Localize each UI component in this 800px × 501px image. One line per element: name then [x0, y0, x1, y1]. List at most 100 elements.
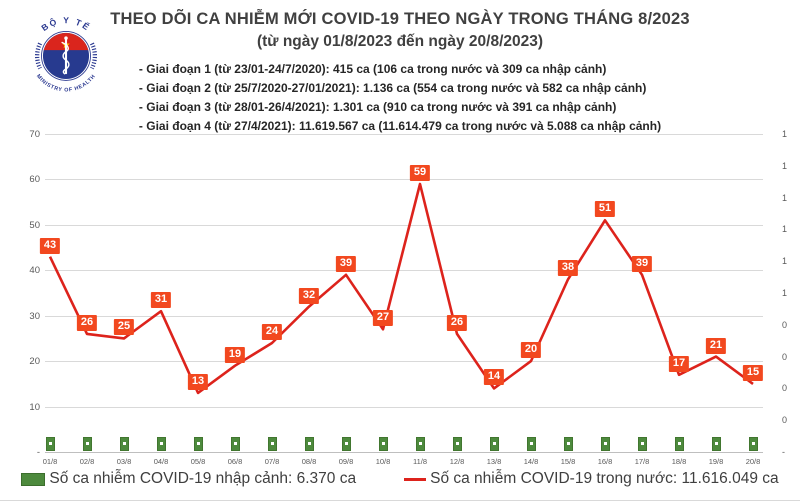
x-axis-label: 09/8	[338, 457, 354, 466]
import-bar	[82, 437, 92, 451]
y-axis-label: 10	[29, 402, 40, 413]
bar-value-dot	[159, 442, 163, 445]
y-axis-label: 70	[29, 129, 40, 140]
x-axis-label: 20/8	[745, 457, 761, 466]
grid-line	[45, 270, 763, 271]
snake-icon	[61, 41, 70, 75]
import-bar	[526, 437, 536, 451]
x-axis-label: 16/8	[597, 457, 613, 466]
data-point-label: 31	[150, 292, 172, 308]
phase-summary: - Giai đoạn 1 (từ 23/01-24/7/2020): 415 …	[0, 60, 800, 136]
x-axis-label: 06/8	[227, 457, 243, 466]
legend: Số ca nhiễm COVID-19 nhập cảnh: 6.370 ca…	[0, 470, 800, 488]
import-bar	[378, 437, 388, 451]
bar-value-dot	[751, 442, 755, 445]
x-axis-label: 05/8	[190, 457, 206, 466]
data-point-label: 39	[631, 256, 653, 272]
x-axis-label: 14/8	[523, 457, 539, 466]
secondary-y-axis-label: 1	[782, 193, 788, 203]
import-bar	[637, 437, 647, 451]
data-point-label: 25	[113, 319, 135, 335]
bar-value-dot	[85, 442, 89, 445]
import-bar	[489, 437, 499, 451]
phase-2-line: - Giai đoạn 2 (từ 25/7/2020-27/01/2021):…	[138, 81, 647, 95]
data-point-label: 43	[39, 238, 61, 254]
bar-value-dot	[48, 442, 52, 445]
x-axis-label: 07/8	[264, 457, 280, 466]
covid-daily-chart: 70 60 50 40 30 20 10-1 1 1 1 1 1 0 0 0 0-01/8 02/8 03/8 04…	[0, 128, 800, 473]
legend-item-domestic: Số ca nhiễm COVID-19 trong nước: 11.616.…	[404, 470, 779, 488]
bar-value-dot	[455, 442, 459, 445]
data-point-label: 51	[594, 201, 616, 217]
grid-line	[45, 179, 763, 180]
bar-value-dot	[196, 442, 200, 445]
bar-value-dot	[418, 442, 422, 445]
secondary-y-axis-label: 0	[782, 320, 788, 330]
import-bar	[415, 437, 425, 451]
y-axis-label: 20	[29, 356, 40, 367]
bar-value-dot	[566, 442, 570, 445]
import-bar	[193, 437, 203, 451]
data-point-label: 13	[187, 374, 209, 390]
bar-value-dot	[529, 442, 533, 445]
y-axis-label: 30	[29, 311, 40, 322]
import-bar	[230, 437, 240, 451]
x-axis-label: 10/8	[375, 457, 391, 466]
secondary-y-axis-label: 1	[782, 129, 788, 139]
y-axis-label: 60	[29, 174, 40, 185]
imported-cases-swatch-icon	[21, 472, 46, 486]
data-point-label: 14	[483, 369, 505, 385]
import-bar	[452, 437, 462, 451]
bar-value-dot	[714, 442, 718, 445]
x-axis-label: 15/8	[560, 457, 576, 466]
data-point-label: 15	[742, 365, 764, 381]
import-bar	[748, 437, 758, 451]
y-axis-label: 40	[29, 265, 40, 276]
data-point-label: 26	[76, 315, 98, 331]
x-axis-label: 03/8	[116, 457, 132, 466]
imported-cases-legend-label: Số ca nhiễm COVID-19 nhập cảnh: 6.370 ca	[49, 470, 357, 487]
secondary-y-axis-label: 0	[782, 383, 788, 393]
x-axis-label: 19/8	[708, 457, 724, 466]
y-axis-label: -	[36, 447, 40, 458]
secondary-y-axis-label: 0	[782, 352, 788, 362]
y-axis-label: 50	[29, 220, 40, 231]
staff-icon	[64, 38, 68, 75]
data-point-label: 26	[446, 315, 468, 331]
import-bar	[304, 437, 314, 451]
x-axis-line	[45, 452, 763, 453]
grid-line	[45, 407, 763, 408]
phase-1-line: - Giai đoạn 1 (từ 23/01-24/7/2020): 415 …	[138, 62, 607, 76]
x-axis-label: 01/8	[42, 457, 58, 466]
import-bar	[341, 437, 351, 451]
grid-line	[45, 225, 763, 226]
import-bar	[267, 437, 277, 451]
bar-value-dot	[122, 442, 126, 445]
bar-value-dot	[640, 442, 644, 445]
phase-4-line: - Giai đoạn 4 (từ 27/4/2021): 11.619.567…	[138, 119, 662, 133]
domestic-cases-line	[48, 182, 754, 395]
data-point-label: 27	[372, 310, 394, 326]
domestic-cases-swatch-icon	[404, 477, 427, 481]
ministry-of-health-logo: BỘ Y TẾ MINISTRY OF HEALTH	[35, 15, 98, 93]
x-axis-label: 12/8	[449, 457, 465, 466]
secondary-y-axis-label: 1	[782, 256, 788, 266]
secondary-y-axis-label: 1	[782, 288, 788, 298]
data-point-label: 39	[335, 256, 357, 272]
secondary-y-axis-label: 1	[782, 161, 788, 171]
x-axis-label: 18/8	[671, 457, 687, 466]
data-point-label: 38	[557, 260, 579, 276]
bar-value-dot	[233, 442, 237, 445]
bar-value-dot	[270, 442, 274, 445]
x-axis-label: 17/8	[634, 457, 650, 466]
import-bar	[563, 437, 573, 451]
import-bar	[156, 437, 166, 451]
data-point-label: 59	[409, 165, 431, 181]
x-axis-label: 11/8	[412, 457, 428, 466]
bar-value-dot	[344, 442, 348, 445]
import-bar	[119, 437, 129, 451]
bar-value-dot	[677, 442, 681, 445]
bar-value-dot	[603, 442, 607, 445]
import-bar	[711, 437, 721, 451]
